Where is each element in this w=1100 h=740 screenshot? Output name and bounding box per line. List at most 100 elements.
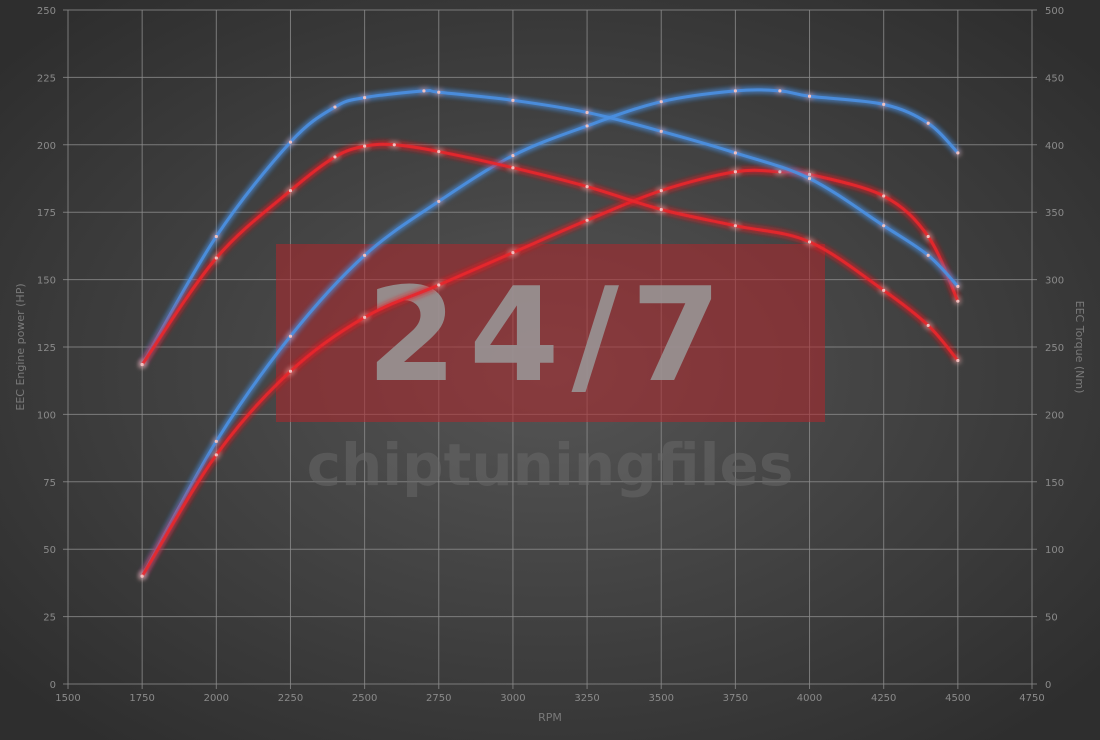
- data-point: [437, 283, 441, 287]
- data-point: [437, 199, 441, 204]
- y-right-tick-label: 250: [1045, 343, 1064, 354]
- y-left-tick-label: 100: [37, 410, 56, 421]
- data-point: [585, 184, 589, 189]
- data-point: [288, 334, 293, 338]
- x-tick-label: 4750: [1019, 693, 1044, 704]
- data-point: [437, 90, 441, 94]
- data-point: [926, 323, 930, 328]
- y-right-tick-label: 450: [1045, 73, 1064, 84]
- data-point: [288, 140, 293, 144]
- x-tick-label: 1500: [55, 693, 80, 704]
- data-point: [733, 151, 737, 155]
- y-left-tick-label: 200: [37, 141, 56, 152]
- data-point: [956, 358, 960, 363]
- y-right-tick-label: 0: [1045, 680, 1051, 691]
- y-axis-left-label: EEC Engine power (HP): [14, 283, 27, 410]
- data-point: [363, 96, 367, 100]
- x-tick-label: 4500: [945, 693, 970, 704]
- x-axis-label: RPM: [538, 711, 562, 724]
- data-point: [214, 439, 218, 443]
- data-point: [778, 89, 782, 93]
- data-point: [659, 100, 663, 104]
- data-point: [585, 124, 589, 128]
- data-point: [882, 102, 886, 106]
- x-tick-label: 3750: [723, 693, 748, 704]
- svg-text:24/7: 24/7: [367, 259, 734, 411]
- series-torque-3: [140, 142, 960, 367]
- data-point: [926, 253, 930, 257]
- data-point: [214, 234, 218, 239]
- data-point: [140, 362, 144, 367]
- data-point: [926, 121, 930, 125]
- data-point: [392, 143, 396, 147]
- data-point: [807, 176, 812, 181]
- y-left-tick-label: 175: [37, 208, 56, 219]
- data-point: [585, 110, 589, 115]
- x-tick-label: 2750: [426, 693, 451, 704]
- data-point: [140, 574, 144, 578]
- y-left-tick-label: 25: [43, 613, 56, 624]
- data-point: [363, 315, 367, 319]
- x-tick-label: 2500: [352, 693, 377, 704]
- data-point: [214, 453, 218, 457]
- y-right-tick-label: 300: [1045, 276, 1064, 287]
- data-point: [511, 251, 515, 255]
- data-point: [363, 144, 367, 148]
- y-axis-right-label: EEC Torque (Nm): [1073, 301, 1086, 394]
- data-point: [882, 194, 886, 198]
- y-left-tick-label: 125: [37, 343, 56, 354]
- data-point: [882, 224, 886, 228]
- series-line: [140, 88, 959, 577]
- data-point: [333, 155, 337, 159]
- data-point: [659, 207, 663, 212]
- data-point: [585, 218, 589, 222]
- data-point: [288, 189, 293, 193]
- svg-text:chiptuningfiles: chiptuningfiles: [307, 431, 794, 499]
- watermark-logo: 24/7 chiptuningfiles: [276, 244, 825, 499]
- data-point: [363, 253, 367, 257]
- data-point: [333, 105, 337, 109]
- x-tick-label: 1750: [129, 693, 154, 704]
- series-torque-2: [140, 88, 960, 367]
- data-point: [422, 89, 426, 93]
- data-point: [807, 94, 812, 98]
- data-point: [778, 170, 782, 174]
- data-point: [214, 256, 218, 260]
- x-tick-label: 3000: [500, 693, 525, 704]
- data-point: [733, 170, 737, 174]
- data-point: [437, 149, 441, 154]
- x-tick-label: 2000: [204, 693, 229, 704]
- y-right-tick-label: 400: [1045, 141, 1064, 152]
- y-left-tick-label: 150: [37, 276, 56, 287]
- y-left-tick-label: 250: [37, 6, 56, 17]
- data-point: [807, 240, 812, 244]
- data-point: [288, 369, 293, 373]
- y-right-tick-label: 350: [1045, 208, 1064, 219]
- data-point: [659, 129, 663, 133]
- data-point: [511, 166, 515, 170]
- y-left-tick-label: 50: [43, 545, 56, 556]
- data-point: [733, 224, 737, 228]
- y-right-tick-label: 500: [1045, 6, 1064, 17]
- data-point: [511, 153, 515, 158]
- x-tick-label: 4000: [797, 693, 822, 704]
- series-power-0: [140, 88, 960, 578]
- y-left-tick-label: 0: [50, 680, 56, 691]
- data-point: [733, 89, 737, 93]
- series-line: [140, 88, 959, 366]
- data-point: [511, 98, 515, 102]
- data-point: [956, 299, 960, 303]
- y-right-tick-label: 50: [1045, 613, 1058, 624]
- y-right-tick-label: 150: [1045, 478, 1064, 489]
- y-right-tick-label: 100: [1045, 545, 1064, 556]
- x-tick-label: 2250: [278, 693, 303, 704]
- data-point: [956, 151, 960, 155]
- data-point: [926, 234, 930, 239]
- data-point: [807, 172, 812, 177]
- data-point: [956, 284, 960, 288]
- series-power-1: [140, 168, 960, 578]
- y-left-tick-label: 75: [43, 478, 56, 489]
- x-tick-label: 3500: [649, 693, 674, 704]
- y-left-tick-label: 225: [37, 73, 56, 84]
